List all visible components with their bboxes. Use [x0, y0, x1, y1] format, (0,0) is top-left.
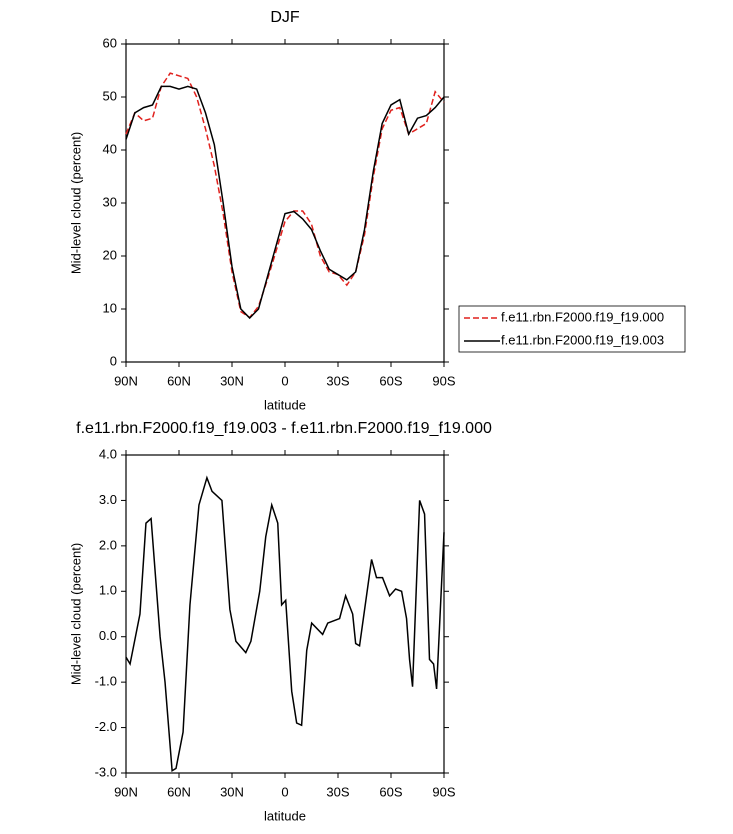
x-tick-label: 90S: [432, 784, 455, 799]
x-tick-label: 0: [281, 373, 288, 388]
plot-frame: [125, 43, 445, 363]
y-tick-label: 30: [103, 194, 117, 209]
x-axis-label: latitude: [264, 808, 306, 823]
y-axis-label: Mid-level cloud (percent): [68, 543, 83, 685]
plot-frame: [125, 454, 445, 774]
x-tick-label: 90N: [114, 373, 138, 388]
y-tick-label: 1.0: [99, 583, 117, 598]
y-tick-label: 20: [103, 247, 117, 262]
x-axis-label: latitude: [264, 397, 306, 412]
chart-title: f.e11.rbn.F2000.f19_f19.003 - f.e11.rbn.…: [76, 420, 492, 437]
data-line: [125, 72, 445, 319]
x-tick-label: 30S: [326, 373, 349, 388]
x-tick-label: 30S: [326, 784, 349, 799]
y-tick-label: 50: [103, 88, 117, 103]
y-tick-label: -3.0: [95, 764, 117, 779]
y-tick-label: 60: [103, 35, 117, 50]
x-tick-label: 90N: [114, 784, 138, 799]
x-tick-label: 60N: [167, 373, 191, 388]
y-tick-label: -2.0: [95, 719, 117, 734]
legend-label: f.e11.rbn.F2000.f19_f19.003: [501, 332, 664, 347]
legend-label: f.e11.rbn.F2000.f19_f19.000: [501, 309, 664, 324]
x-tick-label: 90S: [432, 373, 455, 388]
y-tick-label: 0.0: [99, 628, 117, 643]
x-tick-label: 30N: [220, 373, 244, 388]
y-tick-label: 3.0: [99, 492, 117, 507]
y-tick-label: 0: [110, 353, 117, 368]
x-tick-label: 30N: [220, 784, 244, 799]
x-tick-label: 60S: [379, 373, 402, 388]
y-tick-label: -1.0: [95, 674, 117, 689]
x-tick-label: 60N: [167, 784, 191, 799]
x-tick-label: 0: [281, 784, 288, 799]
y-tick-label: 2.0: [99, 537, 117, 552]
y-axis-label: Mid-level cloud (percent): [68, 132, 83, 274]
y-tick-label: 4.0: [99, 446, 117, 461]
y-tick-label: 40: [103, 141, 117, 156]
data-line: [125, 475, 445, 772]
chart-title: DJF: [270, 9, 300, 26]
y-tick-label: 10: [103, 300, 117, 315]
x-tick-label: 60S: [379, 784, 402, 799]
legend-box: [458, 305, 686, 353]
data-line: [125, 85, 445, 320]
